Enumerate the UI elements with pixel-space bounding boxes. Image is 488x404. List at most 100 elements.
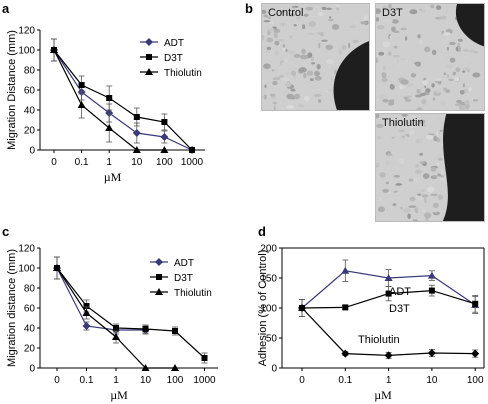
chart-c-series-thiolutin-point <box>82 309 91 316</box>
micrograph-thiolutin-label: Thiolutin <box>382 117 424 129</box>
chart-c-series-d3t-point <box>172 328 178 334</box>
chart-a-series-thiolutin-point <box>105 124 114 131</box>
chart-a-series-d3t-line <box>53 49 193 151</box>
chart-d-ytick-label: 200 <box>260 244 277 255</box>
img-thiolutin-texture <box>376 114 484 221</box>
micrograph-d3t: D3T <box>375 3 485 111</box>
chart-c-legend-marker <box>155 258 163 266</box>
chart-migration-a: 0 20 40 60 80 100 120 0 0.1 1 10 100 1000 µM Migration… <box>6 26 205 184</box>
micrograph-thiolutin: Thiolutin <box>375 113 485 222</box>
chart-a-legend-marker <box>146 54 152 60</box>
micrograph-d3t-label: D3T <box>382 7 403 19</box>
chart-d-ytick-label: 50 <box>266 334 278 345</box>
chart-a-ytick-label: 60 <box>24 86 36 97</box>
chart-a-series-thiolutin-point <box>132 146 141 153</box>
chart-d-series-thiolutin-point <box>427 349 436 357</box>
chart-c-xtick-label: 1000 <box>193 375 216 386</box>
chart-c-series-d3t-point <box>201 355 208 361</box>
chart-c-xtick-label: 10 <box>140 375 152 386</box>
chart-a-legend-label-thiolutin: Thiolutin <box>164 68 202 79</box>
chart-c-legend-label-adt: ADT <box>174 258 194 269</box>
chart-a-series-adt-point <box>105 109 114 117</box>
chart-d-series-adt-point <box>341 266 350 274</box>
chart-d-ytick-label: 150 <box>260 274 277 285</box>
chart-a-series-d3t-point <box>133 114 140 120</box>
chart-a-ytick-label: 120 <box>18 26 35 37</box>
chart-a-legend-marker <box>145 38 153 46</box>
chart-a-xtick-label: 0 <box>51 157 57 168</box>
chart-c-series-d3t-point <box>83 303 90 309</box>
chart-d-series-thiolutin-point <box>341 349 350 358</box>
chart-a-series-adt-line <box>53 49 193 151</box>
chart-c-legend-marker <box>156 274 162 280</box>
chart-c-ytick-label: 100 <box>18 264 35 275</box>
chart-c-series-d3t-point <box>142 326 149 332</box>
panel-a-letter: a <box>2 1 10 16</box>
chart-a-xtick-label: 1 <box>106 157 112 168</box>
chart-a-legend-label-d3t: D3T <box>164 53 183 64</box>
chart-d-ylabel: Adhesion (% of Control) <box>257 250 269 367</box>
chart-a-series-d3t-point <box>106 95 113 101</box>
chart-c-ytick-label: 120 <box>18 244 35 255</box>
chart-c-ylabel: Migration distance (mm) <box>6 249 18 367</box>
chart-a-ylabel: Migration Distance (mm) <box>6 30 18 150</box>
chart-c-xtick-label: 1 <box>113 375 119 386</box>
chart-c-series-d3t-line <box>56 267 205 359</box>
chart-a-series-adt-point <box>160 133 169 141</box>
chart-c-ytick-label: 20 <box>24 344 36 355</box>
chart-d-xtick-label: 1 <box>386 375 392 386</box>
chart-c-ytick-label: 80 <box>24 284 36 295</box>
chart-c-series-adt-line <box>56 267 146 331</box>
chart-c-ytick-label: 40 <box>24 324 36 335</box>
chart-migration-c: 0 20 40 60 80 100 120 0 0.1 1 10 100 1000 µM Migration… <box>6 244 218 402</box>
panel-b-letter: b <box>245 1 253 16</box>
chart-d-series-adt-point <box>427 271 436 279</box>
chart-a-series-d3t-point <box>78 82 85 88</box>
panel-d-letter: d <box>258 224 266 239</box>
chart-d-xtick-label: 0 <box>299 375 305 386</box>
micrograph-control: Control <box>261 3 370 111</box>
chart-a-xtick-label: 1000 <box>181 157 204 168</box>
chart-d-xtick-label: 100 <box>467 375 484 386</box>
chart-a-xtick-label: 100 <box>156 157 173 168</box>
chart-d-series-thiolutin-point <box>298 304 306 312</box>
chart-a-xlabel: µM <box>104 170 122 184</box>
chart-d-series-thiolutin-line <box>301 307 476 357</box>
chart-d-series-thiolutin-point <box>384 351 393 360</box>
chart-d-series-d3t-point <box>342 304 349 311</box>
chart-c-series-adt-point <box>82 322 91 330</box>
chart-d-xtick-label: 10 <box>426 375 438 386</box>
chart-c-ytick-label: 60 <box>24 304 36 315</box>
chart-d-xlabel: µM <box>374 388 392 402</box>
chart-c-xtick-label: 100 <box>167 375 184 386</box>
chart-d-inline-label-thiolutin: Thiolutin <box>358 334 400 346</box>
chart-a-ytick-label: 20 <box>24 126 36 137</box>
chart-c-series-d3t-point <box>113 325 119 331</box>
chart-a-series-thiolutin-point <box>50 46 58 53</box>
chart-c-series-thiolutin-line <box>56 267 175 369</box>
chart-c-legend-label-d3t: D3T <box>174 273 193 284</box>
chart-d-series-d3t-point <box>472 300 479 307</box>
chart-d-series-thiolutin-point <box>471 349 480 358</box>
chart-a-xtick-label: 0.1 <box>75 157 89 168</box>
chart-adhesion-d: 0 50 100 150 200 0 0.1 1 10 100 µM Adhesion (% of C… <box>257 244 485 402</box>
chart-a-series-d3t-point <box>161 119 168 125</box>
chart-d-series-d3t-point <box>385 290 392 297</box>
img-control-texture <box>262 4 369 110</box>
chart-c-legend-label-thiolutin: Thiolutin <box>174 288 212 299</box>
chart-a-ytick-label: 80 <box>24 66 36 77</box>
chart-a-series-adt-point <box>132 129 141 137</box>
chart-c-xtick-label: 0 <box>54 375 60 386</box>
chart-a-xtick-label: 10 <box>131 157 143 168</box>
chart-a-ytick-label: 0 <box>29 146 35 157</box>
chart-c-legend-marker <box>155 288 163 295</box>
chart-c-xlabel: µM <box>110 388 128 402</box>
chart-a-legend-marker <box>145 68 153 75</box>
chart-d-series-adt-point <box>384 274 393 281</box>
chart-d-xtick-label: 0.1 <box>338 375 352 386</box>
chart-d-series-d3t-point <box>428 287 435 294</box>
chart-c-ytick-label: 0 <box>29 364 35 375</box>
chart-a-ytick-label: 40 <box>24 106 36 117</box>
micrograph-control-label: Control <box>268 7 304 19</box>
